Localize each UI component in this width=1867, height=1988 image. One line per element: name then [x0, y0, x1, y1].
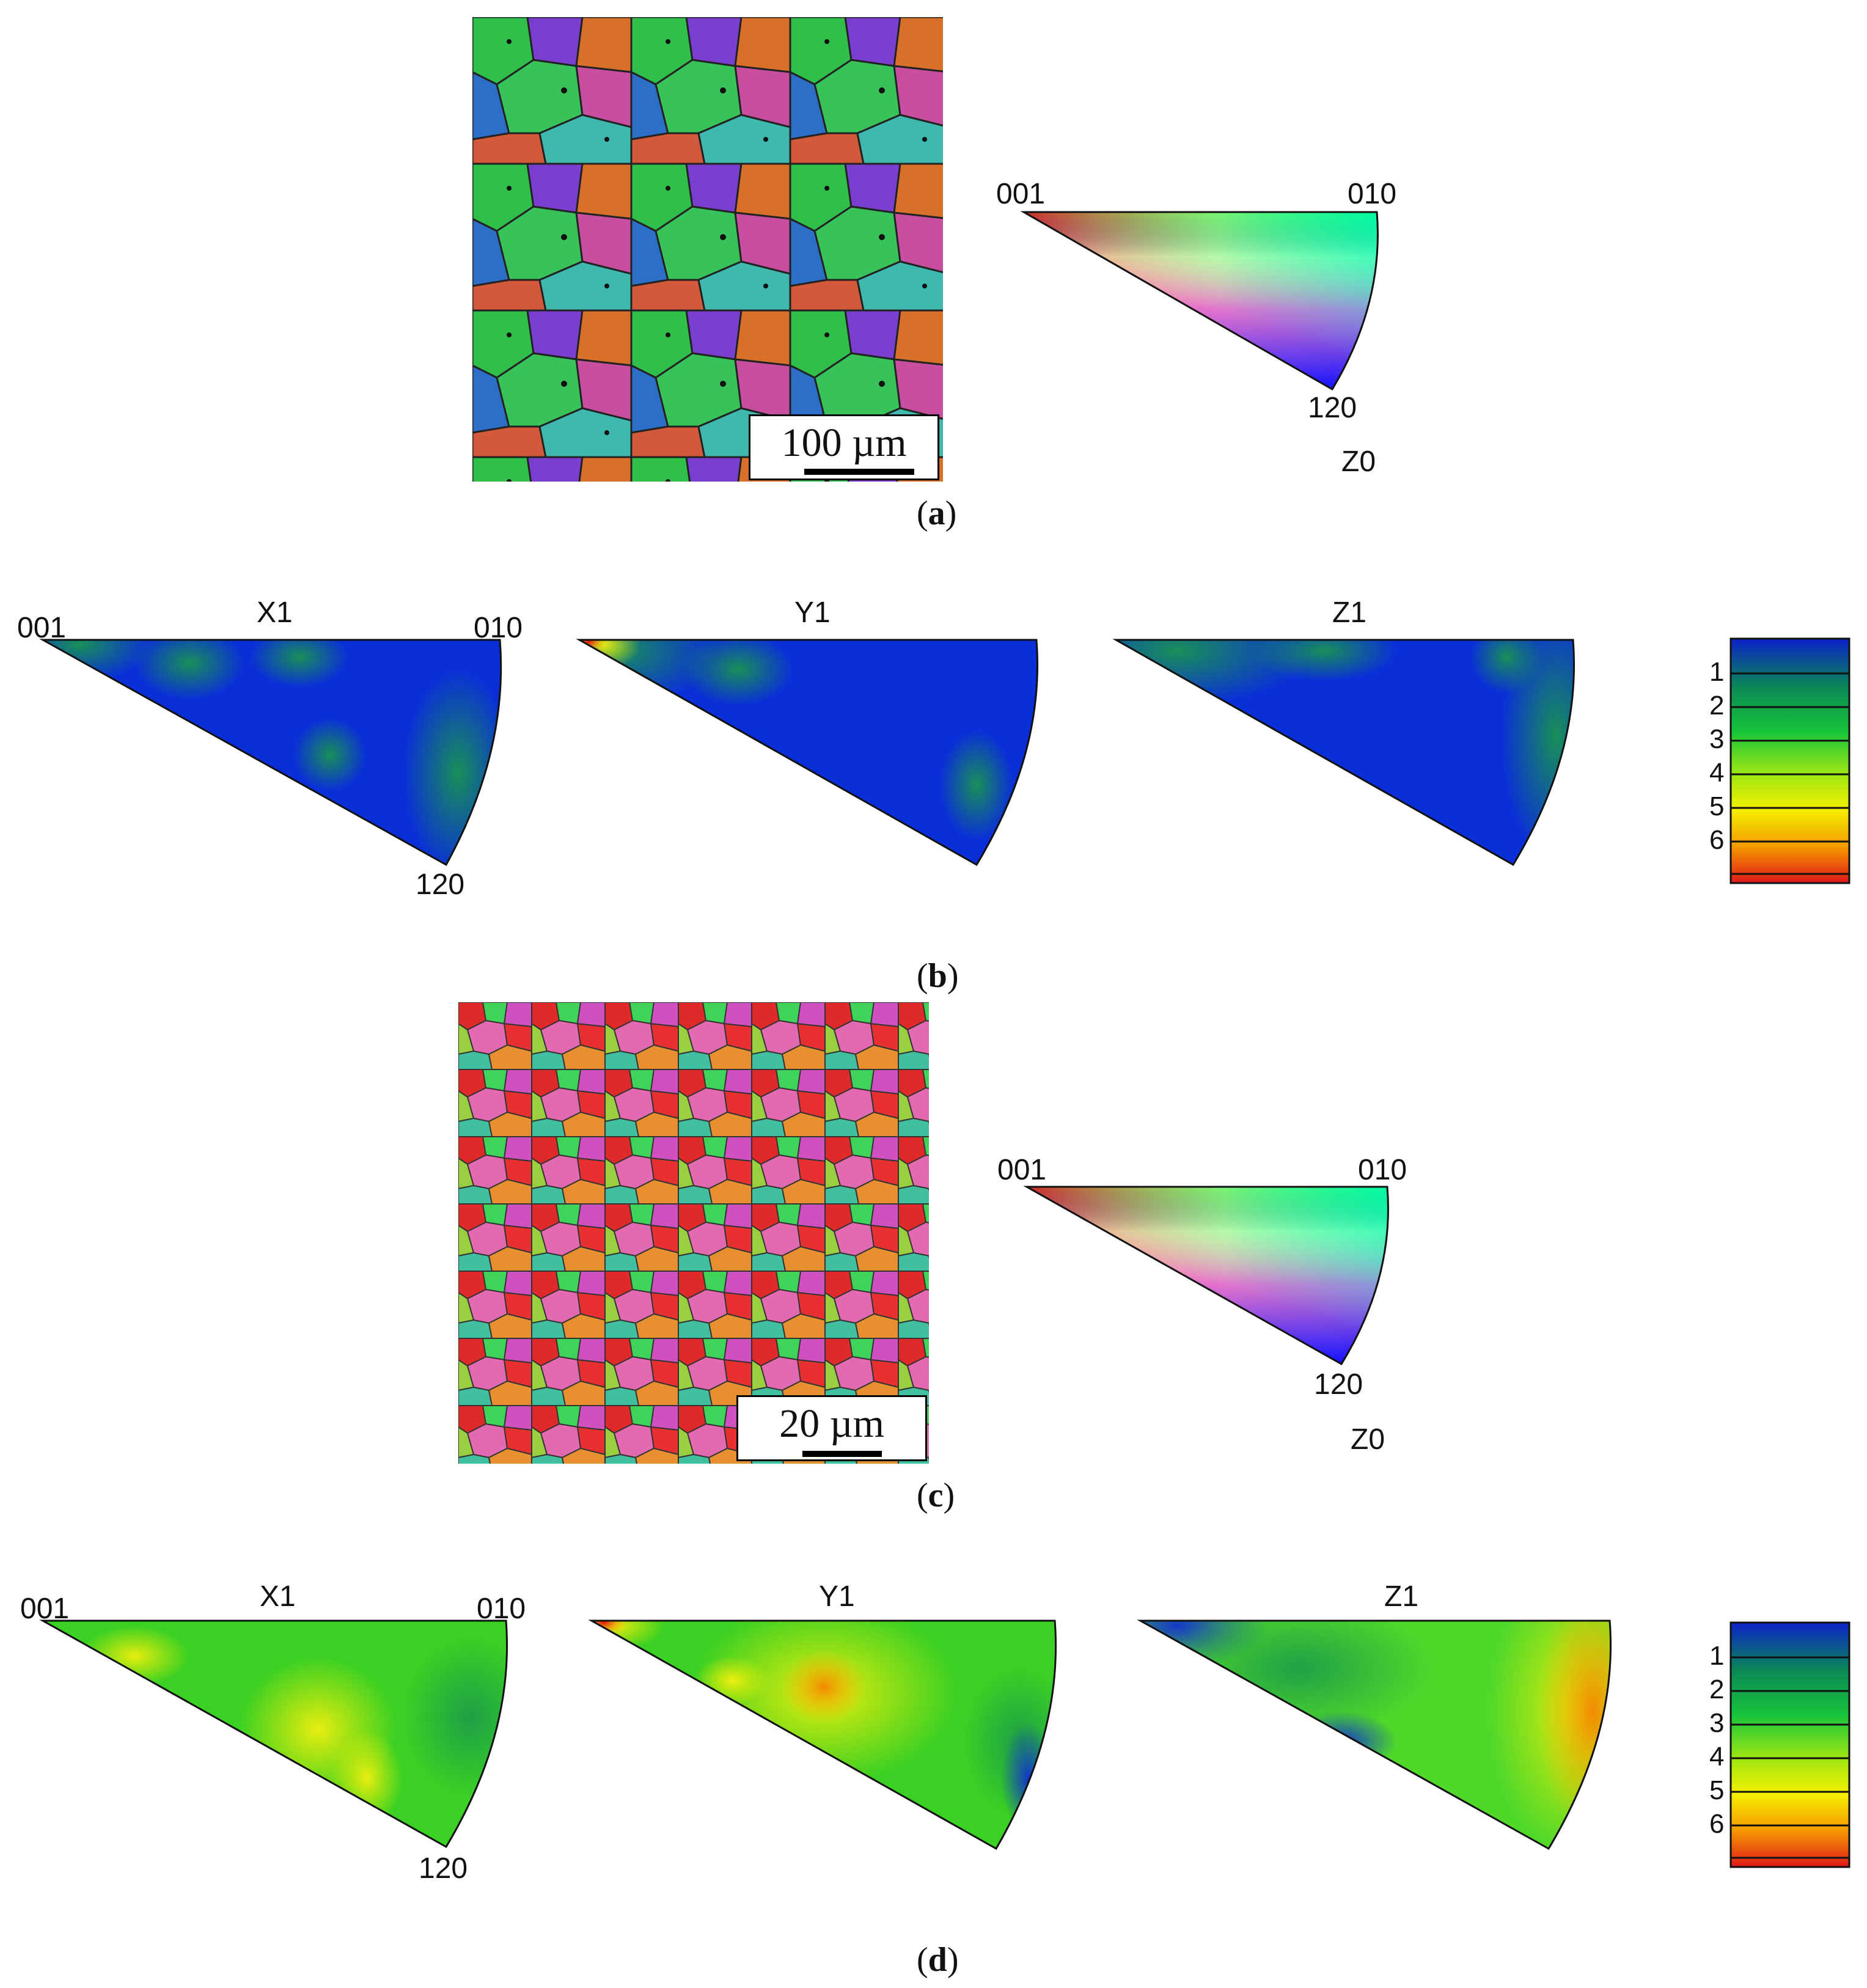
legend-b-5: 5 — [1709, 791, 1725, 821]
ipf-color-key-a — [1020, 211, 1379, 391]
legend-b-6: 6 — [1709, 825, 1725, 855]
pf-b-x1-title: X1 — [257, 596, 293, 629]
legend-b-3: 3 — [1709, 724, 1725, 754]
scale-bar-c-text: 20 µm — [779, 1401, 884, 1446]
key-c-name: Z0 — [1351, 1423, 1385, 1456]
legend-d-1: 1 — [1709, 1641, 1725, 1671]
pf-d-z1-title: Z1 — [1384, 1580, 1419, 1613]
pole-figure-b-z1 — [1112, 639, 1575, 867]
legend-b-2: 2 — [1709, 691, 1725, 721]
pf-b-z1-title: Z1 — [1332, 596, 1367, 629]
key-a-120: 120 — [1308, 392, 1357, 424]
legend-b-4: 4 — [1709, 758, 1725, 788]
pole-figure-b-x1 — [39, 639, 502, 867]
ebsd-map-fine — [458, 1002, 929, 1464]
pole-figure-d-z1 — [1137, 1619, 1612, 1850]
key-a-001: 001 — [996, 178, 1046, 210]
pf-b-010: 010 — [474, 612, 523, 644]
legend-d-2: 2 — [1709, 1674, 1725, 1704]
legend-d-6: 6 — [1709, 1809, 1725, 1839]
pf-d-010: 010 — [477, 1593, 526, 1625]
panel-label-a: (a) — [917, 494, 957, 532]
pole-figure-d-y1 — [588, 1619, 1057, 1850]
pf-b-120: 120 — [416, 868, 465, 901]
scale-bar-a-line — [804, 469, 914, 475]
pole-figure-b-y1 — [576, 639, 1039, 867]
legend-d-3: 3 — [1709, 1708, 1725, 1738]
pf-d-001: 001 — [20, 1593, 70, 1625]
panel-label-c: (c) — [917, 1476, 955, 1514]
scale-bar-a-text: 100 µm — [781, 420, 907, 465]
key-c-001: 001 — [997, 1154, 1047, 1186]
scale-bar-c: 20 µm — [736, 1395, 927, 1461]
scale-bar-c-line — [802, 1451, 882, 1457]
ebsd-map-coarse — [472, 17, 943, 482]
pf-d-y1-title: Y1 — [819, 1580, 855, 1613]
density-legend-d — [1729, 1621, 1850, 1868]
panel-label-d: (d) — [917, 1941, 959, 1979]
pf-b-001: 001 — [17, 612, 67, 644]
pf-d-120: 120 — [419, 1852, 468, 1885]
legend-d-5: 5 — [1709, 1775, 1725, 1805]
pf-b-y1-title: Y1 — [794, 596, 831, 629]
pf-d-x1-title: X1 — [260, 1580, 296, 1613]
ipf-color-key-c — [1023, 1186, 1389, 1366]
pole-figure-d-x1 — [39, 1619, 508, 1849]
density-legend-b — [1729, 637, 1850, 884]
panel-label-b: (b) — [917, 957, 959, 995]
key-c-120: 120 — [1314, 1368, 1363, 1401]
key-a-name: Z0 — [1341, 446, 1376, 478]
legend-b-1: 1 — [1709, 657, 1725, 687]
key-c-010: 010 — [1358, 1154, 1407, 1186]
scale-bar-a: 100 µm — [749, 414, 939, 480]
legend-d-4: 4 — [1709, 1742, 1725, 1772]
key-a-010: 010 — [1348, 178, 1397, 210]
